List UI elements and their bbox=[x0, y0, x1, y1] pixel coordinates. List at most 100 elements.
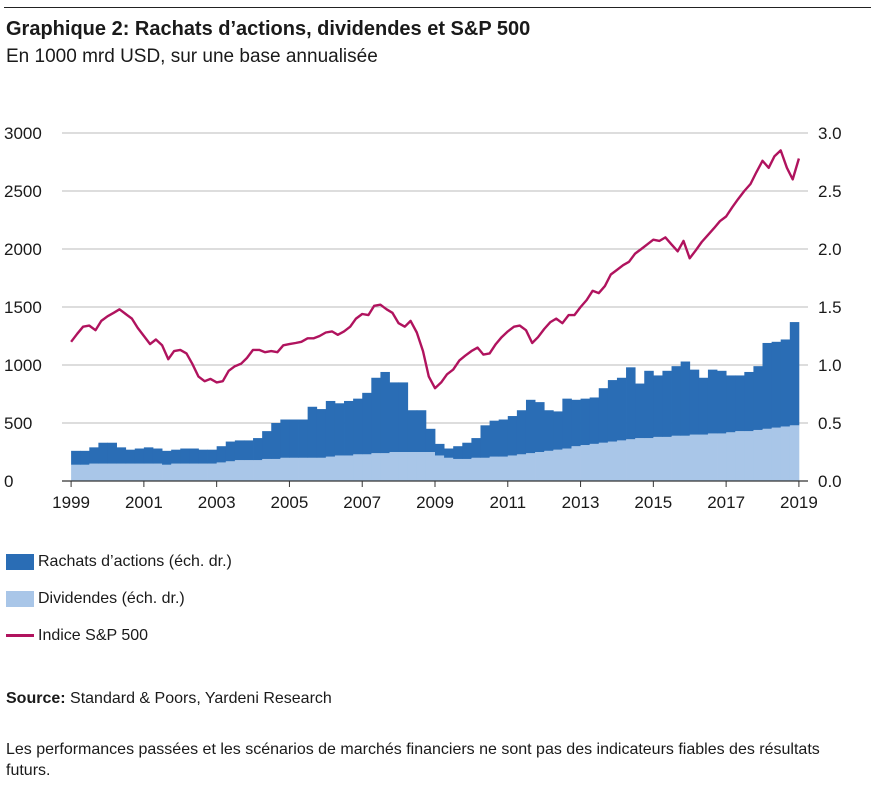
bar-buybacks bbox=[162, 450, 172, 465]
bar-dividends bbox=[316, 457, 327, 481]
legend-label-buybacks: Rachats d’actions (éch. dr.) bbox=[38, 552, 232, 570]
bar-buybacks bbox=[216, 446, 227, 463]
bar-buybacks bbox=[471, 438, 481, 458]
bar-dividends bbox=[80, 464, 90, 481]
legend-item-sp500: Indice S&P 500 bbox=[6, 617, 232, 654]
legend-swatch-sp500 bbox=[6, 634, 34, 637]
legend-swatch-dividends bbox=[6, 590, 34, 607]
bar-buybacks bbox=[80, 450, 90, 465]
bar-buybacks bbox=[325, 400, 336, 457]
bar-dividends bbox=[762, 428, 773, 481]
bar-dividends bbox=[152, 463, 163, 481]
bar-buybacks bbox=[435, 443, 445, 456]
bar-dividends bbox=[380, 453, 390, 481]
bar-dividends bbox=[516, 454, 527, 481]
bar-buybacks bbox=[726, 375, 736, 433]
bar-buybacks bbox=[789, 322, 800, 426]
bar-dividends bbox=[171, 463, 181, 481]
bar-dividends bbox=[635, 438, 645, 481]
bar-dividends bbox=[753, 429, 763, 481]
bar-dividends bbox=[480, 457, 490, 481]
bar-dividends bbox=[726, 432, 736, 481]
bar-buybacks bbox=[626, 367, 636, 440]
bar-buybacks bbox=[334, 403, 345, 456]
chart-subtitle: En 1000 mrd USD, sur une base annualisée bbox=[6, 46, 378, 67]
bar-buybacks bbox=[344, 400, 354, 456]
bar-dividends bbox=[271, 458, 281, 481]
bar-dividends bbox=[616, 440, 627, 481]
bar-dividends bbox=[653, 436, 663, 481]
bar-buybacks bbox=[616, 377, 627, 441]
y-left-tick-label: 0 bbox=[4, 472, 13, 491]
bar-dividends bbox=[398, 452, 409, 481]
bar-dividends bbox=[789, 425, 800, 481]
bar-buybacks bbox=[589, 397, 600, 444]
bar-buybacks bbox=[662, 370, 672, 437]
bar-dividends bbox=[562, 448, 572, 481]
series-line-sp500 bbox=[70, 149, 801, 390]
bar-dividends bbox=[498, 456, 509, 481]
bar-buybacks bbox=[535, 402, 545, 452]
bar-buybacks bbox=[553, 411, 563, 450]
x-tick-label: 2019 bbox=[780, 493, 818, 512]
bar-dividends bbox=[471, 457, 481, 481]
bar-dividends bbox=[307, 457, 318, 481]
chart-title: Graphique 2: Rachats d’actions, dividend… bbox=[6, 18, 531, 40]
bar-dividends bbox=[780, 426, 791, 481]
bar-buybacks bbox=[762, 342, 773, 429]
bar-dividends bbox=[589, 443, 600, 481]
bar-buybacks bbox=[562, 398, 572, 449]
bar-dividends bbox=[234, 460, 245, 481]
y-left-tick-label: 2500 bbox=[4, 182, 42, 201]
x-tick-label: 2017 bbox=[707, 493, 745, 512]
bar-buybacks bbox=[516, 410, 527, 455]
bar-buybacks bbox=[444, 448, 454, 458]
x-tick-label: 2003 bbox=[198, 493, 236, 512]
bar-dividends bbox=[344, 455, 354, 481]
bar-buybacks bbox=[71, 450, 81, 465]
bar-dividends bbox=[680, 435, 691, 481]
bar-buybacks bbox=[234, 440, 245, 461]
bar-dividends bbox=[717, 433, 727, 481]
bar-dividends bbox=[98, 463, 108, 481]
bar-dividends bbox=[125, 463, 136, 481]
y-left-tick-label: 500 bbox=[4, 414, 32, 433]
bar-buybacks bbox=[480, 425, 490, 458]
y-left-tick-label: 2000 bbox=[4, 240, 42, 259]
x-tick-label: 2009 bbox=[416, 493, 454, 512]
bar-dividends bbox=[689, 434, 700, 481]
bar-dividends bbox=[243, 460, 254, 481]
bar-dividends bbox=[253, 460, 263, 481]
bar-dividends bbox=[525, 453, 536, 481]
bar-buybacks bbox=[353, 398, 363, 455]
bar-buybacks bbox=[189, 448, 199, 464]
bar-buybacks bbox=[171, 449, 181, 464]
bar-dividends bbox=[607, 441, 618, 481]
bar-dividends bbox=[389, 452, 400, 481]
bar-buybacks bbox=[644, 370, 654, 439]
bar-dividends bbox=[353, 454, 363, 481]
source-text: Standard & Poors, Yardeni Research bbox=[65, 690, 332, 707]
bar-dividends bbox=[180, 463, 190, 481]
bar-buybacks bbox=[698, 377, 709, 435]
bar-buybacks bbox=[243, 440, 254, 461]
bar-buybacks bbox=[525, 399, 536, 454]
bar-dividends bbox=[407, 452, 418, 481]
bar-dividends bbox=[544, 450, 554, 481]
bar-buybacks bbox=[89, 447, 99, 464]
bar-dividends bbox=[489, 456, 500, 481]
bar-buybacks bbox=[489, 420, 500, 457]
bar-buybacks bbox=[134, 448, 145, 464]
x-tick-label: 2005 bbox=[271, 493, 309, 512]
bar-buybacks bbox=[262, 431, 272, 459]
bar-buybacks bbox=[389, 382, 400, 452]
bar-buybacks bbox=[407, 410, 418, 452]
bar-dividends bbox=[325, 456, 336, 481]
legend-swatch-buybacks bbox=[6, 553, 34, 570]
x-tick-label: 2001 bbox=[125, 493, 163, 512]
bar-buybacks bbox=[771, 341, 782, 428]
legend-label-dividends: Dividendes (éch. dr.) bbox=[38, 589, 185, 607]
bar-dividends bbox=[435, 455, 445, 481]
bar-dividends bbox=[225, 461, 236, 481]
bar-dividends bbox=[698, 434, 709, 481]
